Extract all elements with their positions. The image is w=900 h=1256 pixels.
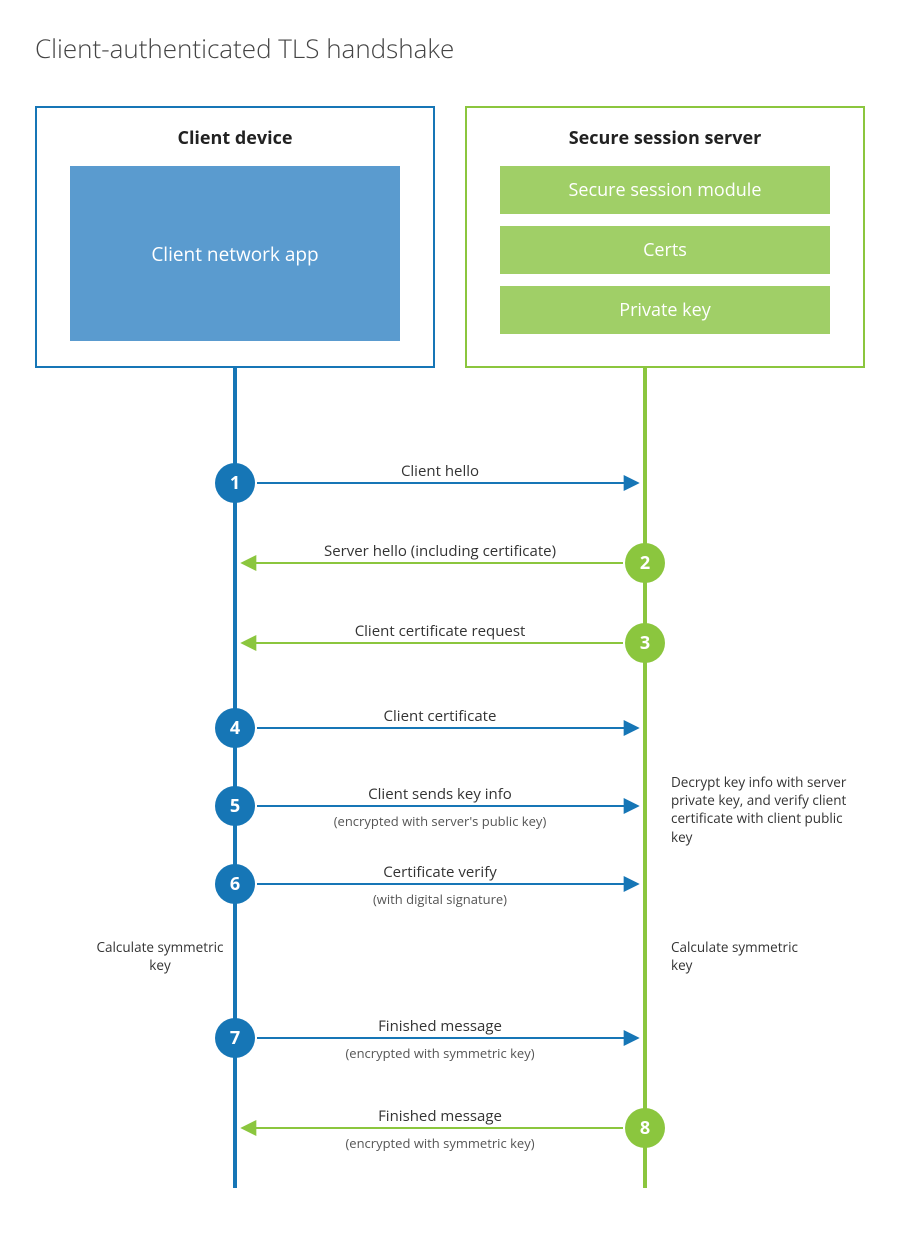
- step-badge-8: 8: [625, 1108, 665, 1148]
- server-box-title: Secure session server: [492, 126, 838, 150]
- actor-boxes: Client device Client network app Secure …: [35, 106, 865, 368]
- step-badge-3: 3: [625, 623, 665, 663]
- step-badge-2: 2: [625, 543, 665, 583]
- step-sublabel-5: (encrypted with server's public key): [250, 812, 630, 830]
- step-badge-4: 4: [215, 708, 255, 748]
- client-box: Client device Client network app: [35, 106, 435, 368]
- server-bar: Secure session module: [500, 166, 830, 214]
- server-inner: Secure session module Certs Private key: [492, 166, 838, 334]
- sidenote-0: Calculate symmetric key: [95, 938, 225, 974]
- step-label-2: Server hello (including certificate): [250, 541, 630, 561]
- step-label-4: Client certificate: [250, 706, 630, 726]
- step-label-8: Finished message: [250, 1106, 630, 1126]
- page-title: Client-authenticated TLS handshake: [35, 30, 865, 66]
- client-box-title: Client device: [62, 126, 408, 150]
- step-label-1: Client hello: [250, 461, 630, 481]
- step-sublabel-7: (encrypted with symmetric key): [250, 1044, 630, 1062]
- client-inner: Client network app: [70, 166, 400, 341]
- step-sublabel-8: (encrypted with symmetric key): [250, 1134, 630, 1152]
- step-badge-1: 1: [215, 463, 255, 503]
- server-bar: Certs: [500, 226, 830, 274]
- server-bar: Private key: [500, 286, 830, 334]
- step-badge-6: 6: [215, 864, 255, 904]
- sidenote-2: Decrypt key info with server private key…: [671, 773, 861, 846]
- client-inner-label: Client network app: [151, 241, 318, 267]
- step-label-5: Client sends key info: [250, 784, 630, 804]
- step-sublabel-6: (with digital signature): [250, 890, 630, 908]
- step-label-7: Finished message: [250, 1016, 630, 1036]
- sequence-diagram: 1Client hello 2Server hello (including ce…: [35, 368, 865, 1188]
- step-badge-7: 7: [215, 1018, 255, 1058]
- step-label-6: Certificate verify: [250, 862, 630, 882]
- server-lifeline: [643, 368, 647, 1188]
- server-box: Secure session server Secure session mod…: [465, 106, 865, 368]
- step-badge-5: 5: [215, 786, 255, 826]
- sidenote-1: Calculate symmetric key: [671, 938, 821, 974]
- step-label-3: Client certificate request: [250, 621, 630, 641]
